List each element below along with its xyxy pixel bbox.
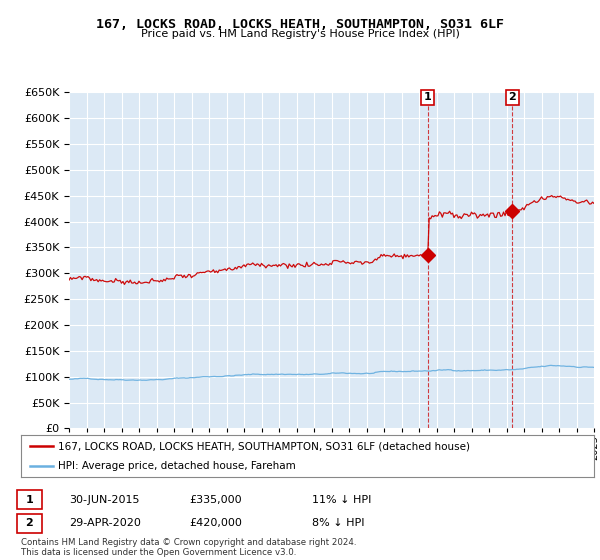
- Text: 167, LOCKS ROAD, LOCKS HEATH, SOUTHAMPTON, SO31 6LF (detached house): 167, LOCKS ROAD, LOCKS HEATH, SOUTHAMPTO…: [58, 441, 470, 451]
- Text: 1: 1: [26, 494, 33, 505]
- Text: 30-JUN-2015: 30-JUN-2015: [69, 494, 139, 505]
- Text: 11% ↓ HPI: 11% ↓ HPI: [312, 494, 371, 505]
- Text: 1: 1: [424, 92, 431, 102]
- Text: 167, LOCKS ROAD, LOCKS HEATH, SOUTHAMPTON, SO31 6LF: 167, LOCKS ROAD, LOCKS HEATH, SOUTHAMPTO…: [96, 18, 504, 31]
- Text: 2: 2: [26, 518, 33, 528]
- Text: HPI: Average price, detached house, Fareham: HPI: Average price, detached house, Fare…: [58, 461, 296, 471]
- Text: Price paid vs. HM Land Registry's House Price Index (HPI): Price paid vs. HM Land Registry's House …: [140, 29, 460, 39]
- Text: £420,000: £420,000: [189, 518, 242, 528]
- Text: Contains HM Land Registry data © Crown copyright and database right 2024.
This d: Contains HM Land Registry data © Crown c…: [21, 538, 356, 557]
- Text: £335,000: £335,000: [189, 494, 242, 505]
- Text: 8% ↓ HPI: 8% ↓ HPI: [312, 518, 365, 528]
- Text: 2: 2: [508, 92, 516, 102]
- Text: 29-APR-2020: 29-APR-2020: [69, 518, 141, 528]
